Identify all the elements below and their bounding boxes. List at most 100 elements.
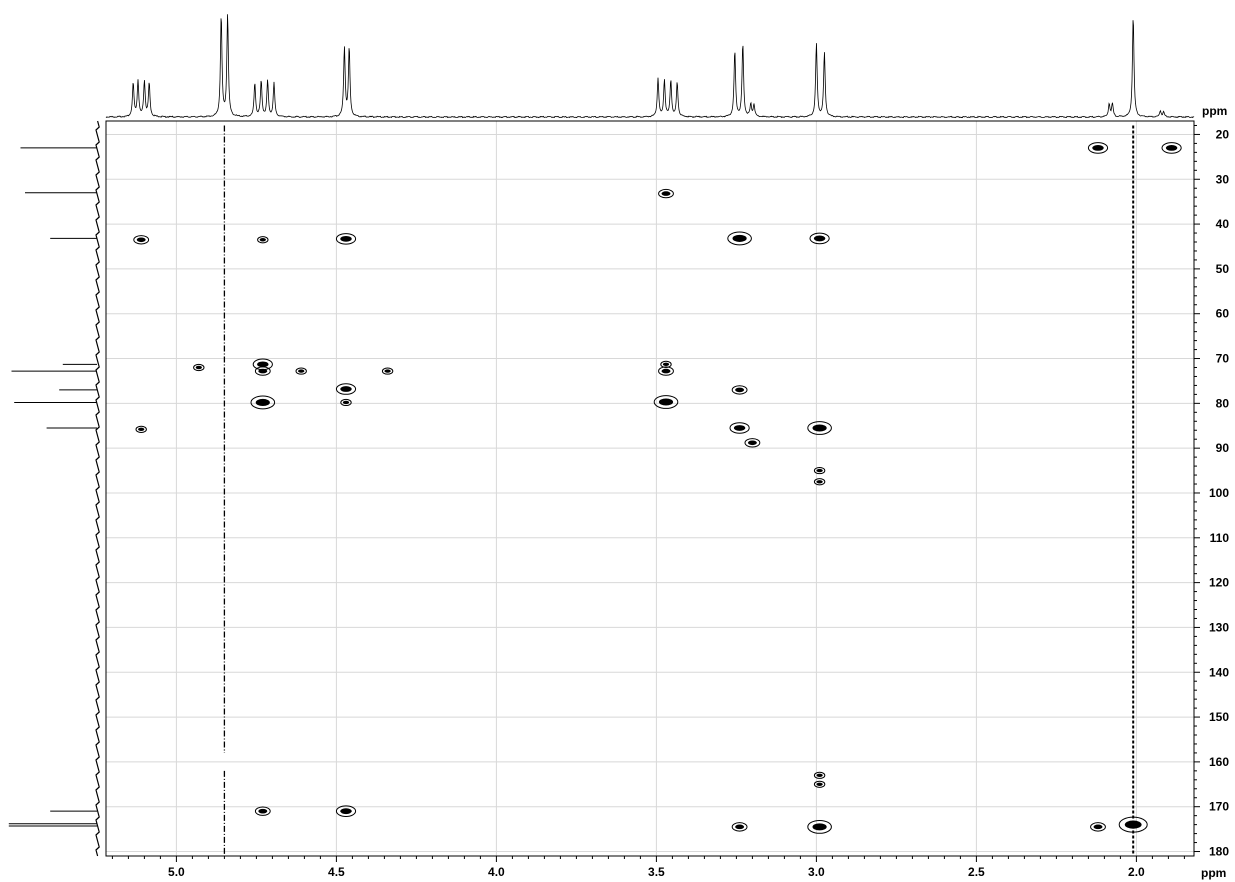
cross-peak-contour — [658, 188, 674, 199]
cross-peak-core — [258, 368, 268, 374]
cross-peak — [813, 466, 826, 475]
cross-peak-contour — [254, 806, 271, 816]
cross-peak-core — [1124, 820, 1142, 829]
cross-peak-contour — [727, 231, 752, 246]
cross-peak-contour — [133, 235, 150, 245]
cross-peak-contour — [193, 363, 205, 372]
x-tick-label: 2.0 — [1128, 865, 1145, 879]
cross-peak-core — [735, 824, 745, 830]
y-tick-label: 150 — [1209, 710, 1229, 724]
proton-spectrum-projection — [105, 14, 1195, 119]
cross-peak-core — [258, 808, 268, 814]
cross-peak-contour — [807, 819, 832, 834]
proton-spectrum-trace — [105, 14, 1195, 119]
plot-frame — [105, 120, 1195, 857]
cross-peak-contour — [1087, 142, 1109, 154]
y-tick-label: 70 — [1216, 352, 1230, 366]
y-tick-label: 50 — [1216, 262, 1230, 276]
cross-peak-core — [340, 808, 352, 815]
cross-peak-contour — [135, 425, 147, 433]
t1-noise-streaks — [223, 125, 1135, 856]
cross-peak — [254, 806, 271, 816]
y-axis-unit-label: ppm — [1202, 104, 1227, 118]
y-tick-label: 140 — [1209, 665, 1229, 679]
cross-peak-core — [340, 235, 352, 242]
cross-peak-contour — [731, 385, 748, 395]
cross-peak-core — [732, 234, 747, 242]
y-tick-label: 90 — [1216, 441, 1230, 455]
cross-peak-core — [1093, 824, 1103, 830]
x-tick-label: 3.0 — [808, 865, 825, 879]
cross-peak-core — [257, 361, 269, 368]
cross-peak-contour — [813, 771, 826, 779]
x-tick-label: 3.5 — [648, 865, 665, 879]
cross-peak-contour — [731, 822, 748, 832]
cross-peak-core — [816, 480, 823, 484]
x-axis-ticks: 5.0 4.5 4.0 3.5 3.0 2.5 2.0 — [111, 856, 1185, 879]
cross-peak-contour — [1161, 142, 1182, 154]
carbon-spectrum-projection — [8, 120, 100, 857]
cross-peak — [727, 231, 752, 246]
cross-peak-core — [136, 237, 146, 243]
cross-peak — [1118, 816, 1148, 833]
y-tick-label: 160 — [1209, 755, 1229, 769]
cross-peak-contour — [729, 422, 750, 434]
cross-peak-core — [384, 369, 391, 373]
cross-peak — [813, 478, 826, 486]
y-tick-label: 80 — [1216, 396, 1230, 410]
cross-peak — [1090, 822, 1106, 832]
y-tick-label: 180 — [1209, 845, 1229, 859]
cross-peak-core — [816, 782, 823, 786]
cross-peak-core — [816, 468, 823, 473]
cross-peak-core — [816, 773, 823, 778]
y-tick-label: 170 — [1209, 800, 1229, 814]
cross-peak-core — [340, 386, 352, 392]
cross-peak-core — [661, 191, 671, 196]
y-tick-label: 30 — [1216, 172, 1230, 186]
cross-peak — [295, 367, 307, 375]
carbon-spectrum-baseline — [95, 120, 100, 857]
cross-peak-contour — [335, 805, 357, 817]
cross-peak-contour — [813, 466, 826, 475]
cross-peak — [653, 395, 679, 409]
cross-peak — [133, 235, 150, 245]
cross-peak — [1161, 142, 1182, 154]
cross-peak — [257, 236, 269, 244]
cross-peak-core — [813, 235, 826, 242]
x-axis-unit-label: ppm — [1201, 866, 1226, 880]
cross-peak — [731, 822, 748, 832]
cross-peak-core — [1165, 144, 1178, 151]
cross-peak — [813, 771, 826, 779]
cross-peak — [813, 780, 826, 788]
x-tick-label: 2.5 — [968, 865, 985, 879]
cross-peak — [335, 805, 357, 817]
x-tick-label: 4.5 — [328, 865, 345, 879]
cross-peak — [807, 421, 832, 435]
cross-peak — [252, 358, 273, 371]
cross-peak-contour — [335, 233, 357, 245]
cross-peak-core — [661, 368, 671, 374]
cross-peak-core — [662, 362, 670, 367]
cross-peak — [340, 398, 352, 407]
cross-peak-core — [259, 238, 266, 242]
cross-peak-contour — [1090, 822, 1106, 832]
cross-peak-contour — [658, 366, 674, 376]
cross-peak — [135, 425, 147, 433]
cross-peak-contour — [250, 395, 276, 410]
cross-peak-contour — [809, 232, 830, 245]
cross-peak-contour — [295, 367, 307, 375]
cross-peak-contour — [335, 383, 357, 395]
cross-peak — [731, 385, 748, 395]
cross-peak — [1087, 142, 1109, 154]
y-tick-label: 100 — [1209, 486, 1229, 500]
cross-peak-core — [747, 440, 757, 446]
cross-peak — [254, 366, 271, 376]
cross-peak-contour — [381, 367, 394, 375]
x-tick-label: 4.0 — [488, 865, 505, 879]
cross-peak-contour — [653, 395, 679, 409]
x-tick-label: 5.0 — [168, 865, 185, 879]
cross-peak-contour — [660, 360, 672, 368]
cross-peak-contour — [813, 478, 826, 486]
y-tick-label: 20 — [1216, 127, 1230, 141]
cross-peak-core — [342, 400, 350, 405]
